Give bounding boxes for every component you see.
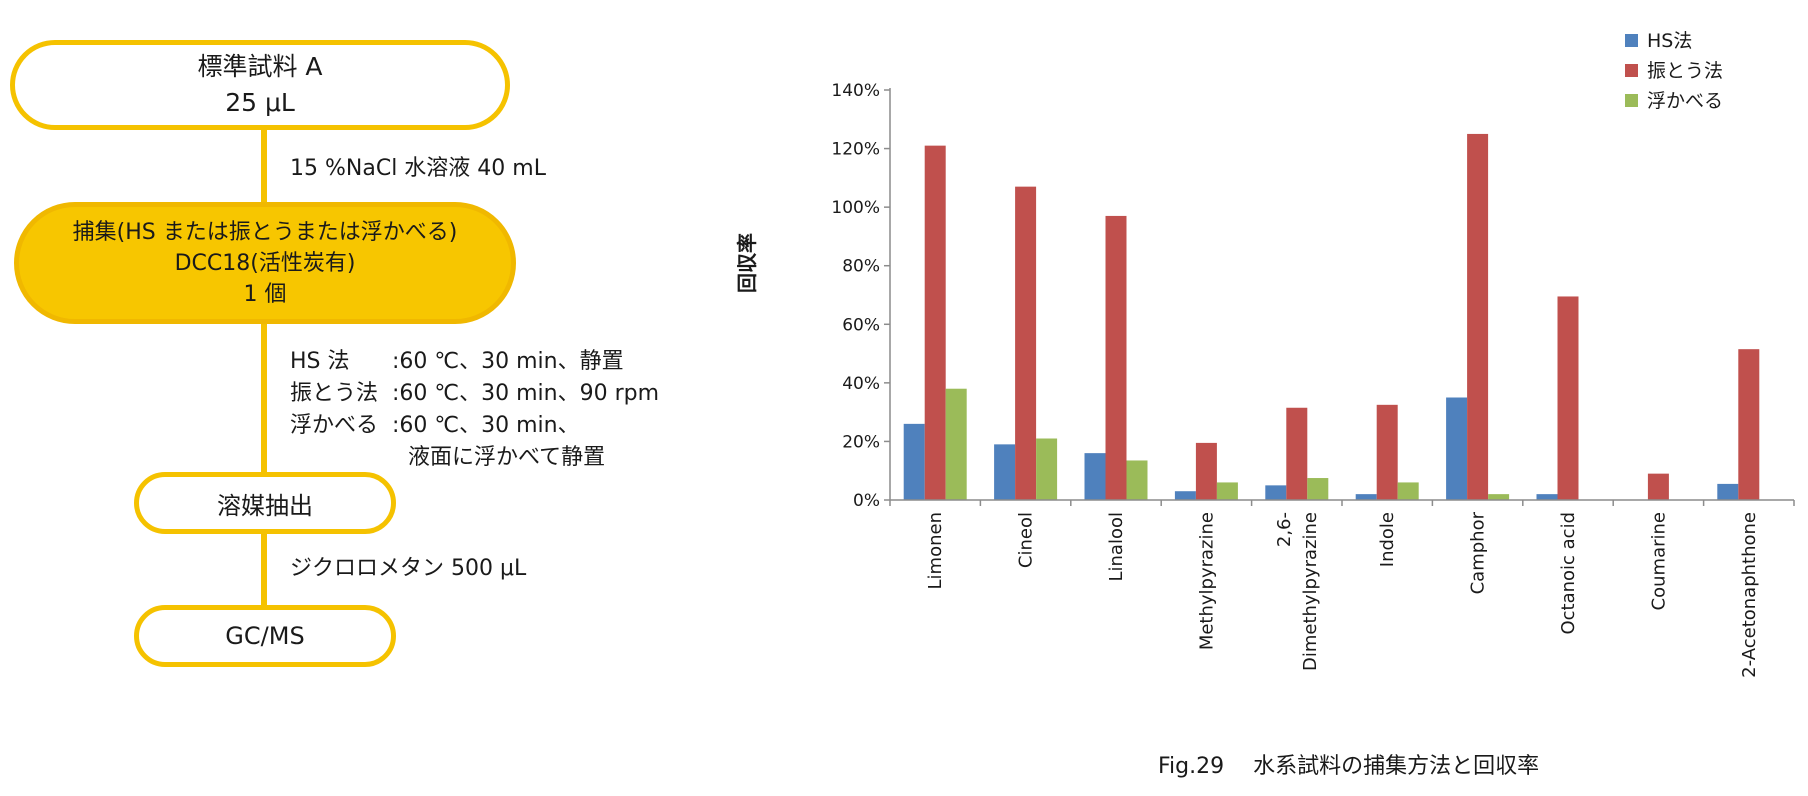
bar-振とう法 bbox=[1105, 215, 1127, 500]
bar-HS法 bbox=[1084, 453, 1106, 500]
flow-node-capture: 捕集(HS または振とうまたは浮かべる) DCC18(活性炭有) 1 個 bbox=[14, 202, 516, 324]
chart-area: 0% 20% 40% 60% 80% 100% 120% 140% 回収率 Limonen Cine… bbox=[720, 0, 1808, 792]
bar-振とう法 bbox=[1286, 407, 1308, 500]
condition-text: :60 ℃、30 min、 bbox=[392, 413, 580, 438]
bar-HS法 bbox=[1355, 494, 1377, 500]
bar-HS法 bbox=[1446, 397, 1468, 500]
bar-浮かべる bbox=[1307, 478, 1329, 500]
condition-text: 液面に浮かべて静置 bbox=[408, 445, 606, 470]
flow-diagram: 標準試料 A 25 μL 15 %NaCl 水溶液 40 mL 捕集(HS また… bbox=[0, 0, 760, 792]
y-axis-label: 回収率 bbox=[735, 233, 759, 293]
bar-浮かべる bbox=[1036, 438, 1058, 500]
flow-node-capture-line1: 捕集(HS または振とうまたは浮かべる) bbox=[72, 219, 458, 245]
bar-振とう法 bbox=[1738, 349, 1760, 500]
condition-key: HS 法 bbox=[290, 349, 350, 374]
x-tick-label: Indole bbox=[1377, 512, 1398, 567]
flow-node-end: GC/MS bbox=[134, 605, 396, 667]
bar-HS法 bbox=[994, 444, 1016, 500]
bar-振とう法 bbox=[1467, 133, 1489, 500]
flow-node-capture-line3: 1 個 bbox=[243, 281, 287, 307]
legend-swatch bbox=[1625, 64, 1638, 77]
y-tick-label: 100% bbox=[831, 198, 880, 218]
x-tick-label: 2,6- bbox=[1274, 512, 1295, 547]
flow-node-extract: 溶媒抽出 bbox=[134, 472, 396, 534]
condition-key: 振とう法 bbox=[290, 381, 379, 406]
x-tick-label: Linalool bbox=[1106, 512, 1127, 582]
x-tick-label: Camphor bbox=[1468, 511, 1489, 594]
condition-text: :60 ℃、30 min、90 rpm bbox=[392, 381, 660, 406]
y-tick-label: 20% bbox=[842, 432, 880, 452]
flow-node-start-line1: 標準試料 A bbox=[197, 52, 323, 81]
flow-reagent-1: 15 %NaCl 水溶液 40 mL bbox=[290, 156, 546, 181]
bar-HS法 bbox=[1265, 485, 1287, 500]
bar-浮かべる bbox=[1216, 482, 1238, 500]
flow-node-end-label: GC/MS bbox=[225, 622, 305, 650]
bar-浮かべる bbox=[1488, 494, 1510, 500]
legend-swatch bbox=[1625, 94, 1638, 107]
flow-node-extract-label: 溶媒抽出 bbox=[217, 491, 313, 520]
bar-浮かべる bbox=[945, 388, 967, 500]
bar-HS法 bbox=[1174, 491, 1196, 500]
bar-振とう法 bbox=[1195, 442, 1217, 500]
legend-label: 浮かべる bbox=[1647, 90, 1723, 112]
bar-浮かべる bbox=[1397, 482, 1419, 500]
bar-振とう法 bbox=[924, 145, 946, 500]
condition-key: 浮かべる bbox=[290, 413, 379, 438]
legend-swatch bbox=[1625, 34, 1638, 47]
flow-reagent-2: ジクロロメタン 500 μL bbox=[290, 556, 527, 581]
legend-label: HS法 bbox=[1647, 30, 1692, 52]
recovery-bar-chart: 0% 20% 40% 60% 80% 100% 120% 140% 回収率 Limonen Cine… bbox=[735, 30, 1795, 678]
x-tick-label: Limonen bbox=[925, 512, 946, 589]
bar-HS法 bbox=[1717, 483, 1739, 500]
figure-caption: Fig.29 水系試料の捕集方法と回収率 bbox=[1158, 754, 1540, 779]
y-tick-label: 60% bbox=[842, 315, 880, 335]
bar-振とう法 bbox=[1557, 296, 1579, 500]
y-tick-label: 0% bbox=[853, 491, 880, 511]
bar-振とう法 bbox=[1015, 186, 1037, 500]
x-tick-label: Methylpyrazine bbox=[1196, 512, 1217, 650]
y-tick-label: 120% bbox=[831, 140, 880, 160]
bar-振とう法 bbox=[1376, 404, 1398, 500]
flow-node-start: 標準試料 A 25 μL bbox=[10, 40, 510, 130]
x-tick-label: 2-Acetonaphthone bbox=[1739, 512, 1760, 678]
legend-label: 振とう法 bbox=[1647, 60, 1723, 82]
x-tick-label: Dimethylpyrazine bbox=[1300, 512, 1321, 671]
x-tick-label: Octanoic acid bbox=[1558, 512, 1579, 635]
x-tick-label: Coumarine bbox=[1648, 512, 1669, 610]
bar-振とう法 bbox=[1647, 473, 1669, 500]
flow-node-start-line2: 25 μL bbox=[225, 88, 295, 117]
y-tick-label: 40% bbox=[842, 374, 880, 394]
bar-HS法 bbox=[1536, 494, 1558, 500]
flow-connector bbox=[261, 130, 267, 662]
x-tick-label: Cineol bbox=[1016, 512, 1037, 568]
bar-浮かべる bbox=[1126, 460, 1148, 500]
bar-HS法 bbox=[903, 423, 925, 500]
y-tick-label: 140% bbox=[831, 81, 880, 101]
y-tick-label: 80% bbox=[842, 257, 880, 277]
flow-node-capture-line2: DCC18(活性炭有) bbox=[174, 250, 356, 276]
condition-text: :60 ℃、30 min、静置 bbox=[392, 349, 624, 374]
